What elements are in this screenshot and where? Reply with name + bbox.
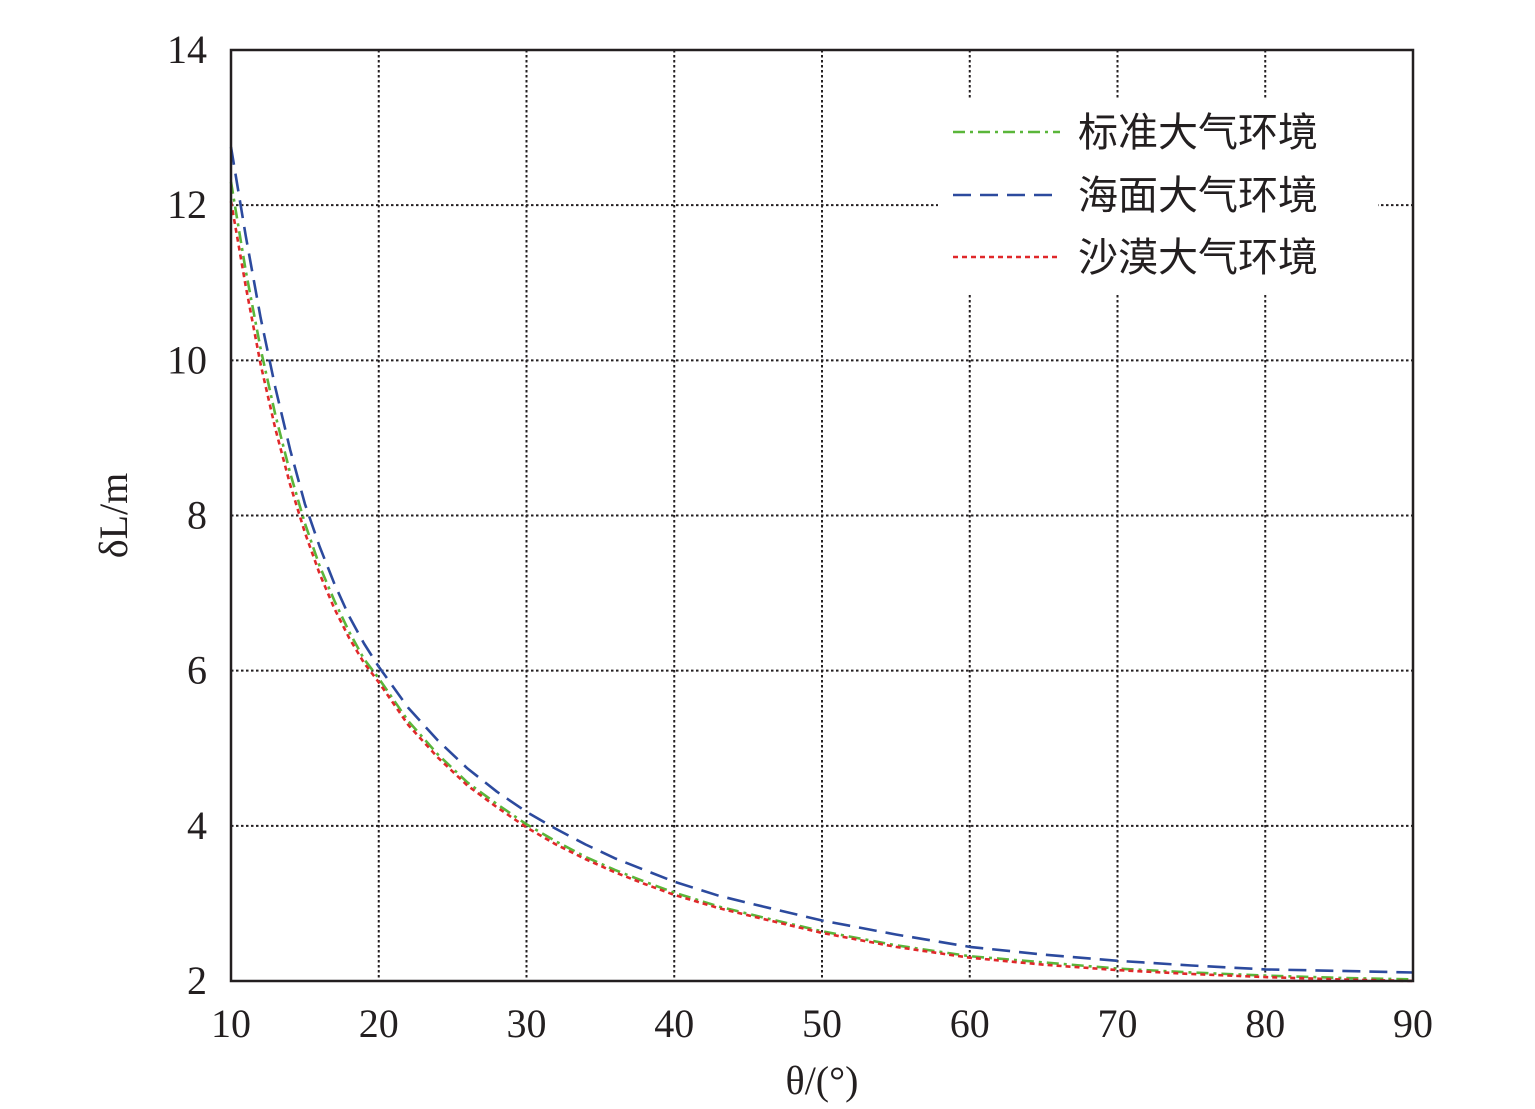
series-lines: [229, 146, 1414, 983]
x-tick-labels: 10 20 30 40 50 60 70 80 90: [211, 1001, 1433, 1046]
y-tick-label: 14: [167, 27, 207, 72]
legend-label-3: 沙漠大气环境: [1078, 235, 1318, 281]
x-tick-label: 90: [1393, 1001, 1433, 1046]
x-tick-label: 80: [1245, 1001, 1285, 1046]
y-tick-label: 6: [187, 648, 207, 693]
plot-frame: [229, 48, 1415, 983]
y-axis-title: δL/m: [91, 473, 136, 559]
legend-label-1: 标准大气环境: [1078, 110, 1318, 156]
y-tick-label: 2: [187, 958, 207, 1003]
y-tick-label: 10: [167, 337, 207, 382]
x-tick-label: 70: [1098, 1001, 1138, 1046]
y-tick-label: 4: [187, 803, 207, 848]
x-tick-label: 40: [654, 1001, 694, 1046]
x-tick-label: 10: [211, 1001, 251, 1046]
series-line-2: [229, 146, 1414, 974]
x-tick-label: 50: [802, 1001, 842, 1046]
y-tick-label: 12: [167, 182, 207, 227]
y-tick-label: 8: [187, 493, 207, 538]
grid: [231, 50, 1413, 981]
x-tick-label: 60: [950, 1001, 990, 1046]
legend-label-2: 海面大气环境: [1078, 173, 1318, 219]
x-tick-label: 20: [359, 1001, 399, 1046]
y-tick-labels: 2 4 6 8 10 12 14: [167, 27, 207, 1003]
series-line-3: [229, 201, 1414, 983]
series-line-1: [229, 181, 1414, 981]
x-tick-label: 30: [507, 1001, 547, 1046]
x-axis-title: θ/(°): [786, 1058, 859, 1103]
